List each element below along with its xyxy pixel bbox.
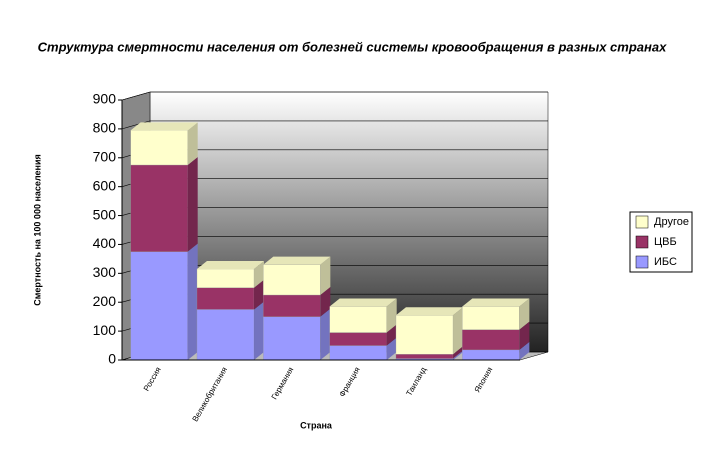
- bar-segment: [263, 316, 321, 361]
- bar-side: [320, 287, 331, 317]
- bar-side: [386, 298, 397, 333]
- bar-side: [453, 350, 464, 360]
- bar-side: [187, 243, 198, 360]
- bar-top: [263, 256, 331, 265]
- bar-segment: [130, 251, 188, 361]
- bar-side: [519, 321, 530, 350]
- x-tick-label: Япония: [473, 366, 495, 395]
- legend-label: ИБС: [654, 256, 677, 268]
- grid-line: [121, 91, 548, 101]
- bar-segment: [329, 332, 387, 346]
- x-tick-label: Великобритания: [191, 366, 230, 424]
- legend-label: Другое: [654, 216, 689, 228]
- bar-segment: [196, 268, 255, 288]
- y-tick-label: 600: [93, 177, 117, 193]
- legend: ИБС ЦВБ Другое: [629, 211, 693, 273]
- bar-segment: [263, 294, 321, 317]
- bar-side: [519, 341, 530, 360]
- x-tick-label: Франция: [338, 366, 362, 399]
- y-tick-label: 0: [108, 351, 116, 367]
- bar-top: [130, 122, 198, 131]
- y-tick-label: 900: [93, 91, 117, 107]
- y-tick-label: 100: [93, 322, 117, 338]
- bar-top: [196, 261, 265, 269]
- bar-segment: [130, 130, 188, 166]
- bar-side: [453, 346, 464, 359]
- y-tick-label: 400: [93, 235, 117, 251]
- bar-side: [187, 157, 198, 252]
- bar-segment: [395, 315, 454, 355]
- chart-title: Структура смертности населения от болезн…: [38, 39, 667, 54]
- legend-label: ЦВБ: [654, 236, 677, 248]
- legend-swatch: [635, 235, 649, 249]
- bar-segment: [329, 345, 387, 361]
- bar-side: [187, 122, 198, 165]
- x-axis-title: Страна: [300, 420, 333, 430]
- bar-side: [519, 298, 530, 330]
- y-axis-title: Смертность на 100 000 населения: [32, 154, 42, 305]
- bar-side: [254, 261, 265, 288]
- bar-segment: [462, 329, 520, 351]
- bar-side: [320, 308, 331, 360]
- bar-segment: [395, 354, 454, 359]
- x-tick-label: Россия: [142, 366, 163, 393]
- grid-line: [121, 120, 548, 130]
- legend-swatch: [635, 255, 649, 269]
- bar-side: [386, 324, 397, 346]
- legend-swatch: [635, 215, 649, 229]
- y-tick-label: 300: [93, 264, 117, 280]
- bar-segment: [462, 349, 520, 361]
- y-tick-label: 200: [93, 293, 117, 309]
- y-tick-label: 700: [93, 148, 117, 164]
- bar-side: [453, 307, 464, 355]
- bar-side: [320, 256, 331, 295]
- bar-segment: [130, 164, 188, 252]
- y-tick-label: 500: [93, 206, 117, 222]
- bar-side: [254, 301, 265, 360]
- bar-top: [395, 307, 464, 316]
- bar-side: [386, 337, 397, 360]
- bar-segment: [462, 306, 520, 330]
- bar-segment: [196, 287, 255, 310]
- x-tick-label: Таиланд: [404, 365, 428, 397]
- bar-segment: [329, 306, 387, 333]
- bar-top: [462, 298, 530, 307]
- x-tick-label: Германия: [270, 366, 296, 402]
- bar-segment: [263, 264, 321, 296]
- bar-top: [329, 298, 397, 307]
- bar-side: [254, 279, 265, 310]
- y-tick-label: 800: [93, 120, 117, 136]
- bar-segment: [196, 309, 255, 361]
